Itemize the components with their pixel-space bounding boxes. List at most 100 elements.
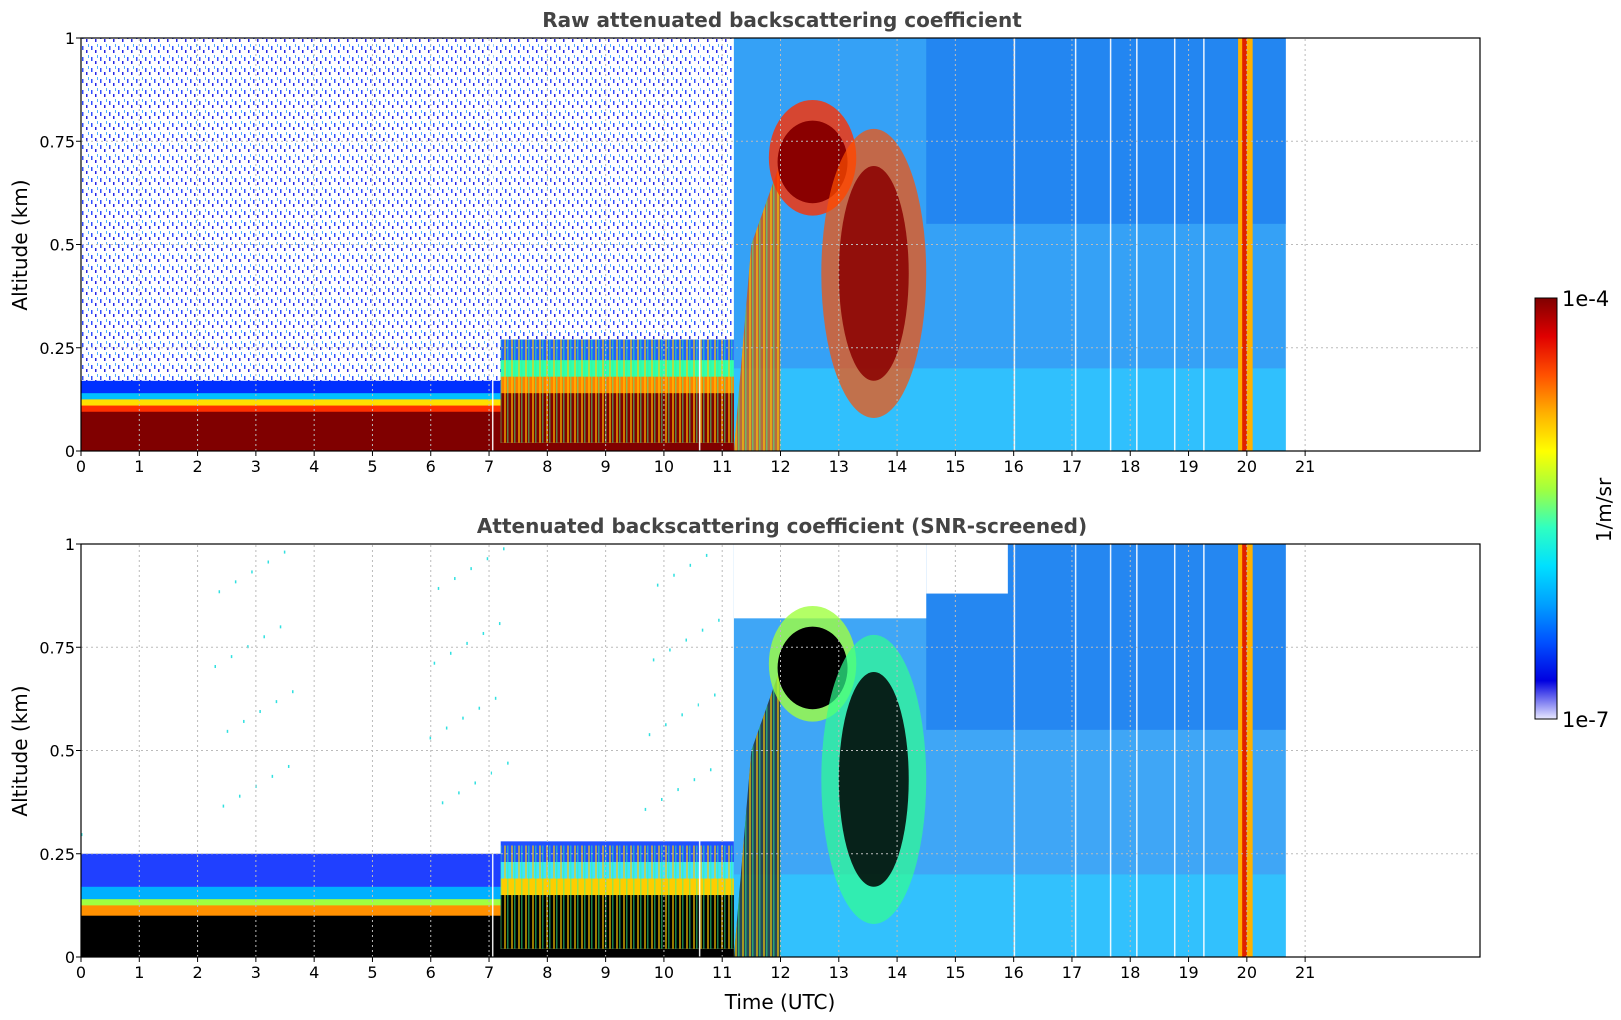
noise-dot bbox=[486, 557, 489, 561]
noise-dot bbox=[267, 560, 270, 564]
noise-dot bbox=[279, 625, 282, 629]
noise-dot bbox=[474, 781, 476, 785]
grid-lines bbox=[80, 37, 1480, 452]
noise-dot bbox=[445, 726, 448, 730]
x-tick-label: 7 bbox=[484, 457, 494, 476]
x-tick-label: 20 bbox=[1237, 457, 1257, 476]
noise-dot bbox=[478, 706, 481, 710]
x-tick-labels: 0 1 2 3 4 5 6 7 8 9 10 11 12 13 14 15 16 17 18 19 20 21 bbox=[76, 451, 1315, 476]
data-gap bbox=[1013, 38, 1016, 451]
x-axis-label: Time (UTC) bbox=[724, 990, 836, 1014]
noise-dot bbox=[449, 651, 452, 655]
colorbar-max-label: 1e-4 bbox=[1562, 287, 1609, 311]
noise-dot bbox=[503, 547, 505, 551]
noise-dot bbox=[234, 580, 237, 584]
noise-dot bbox=[661, 797, 663, 801]
x-tick-label: 11 bbox=[712, 457, 732, 476]
noise-dot bbox=[709, 768, 712, 772]
noise-dot bbox=[263, 635, 265, 639]
noise-dot bbox=[470, 567, 472, 571]
noise-dot bbox=[275, 700, 278, 704]
y-tick-label: 1 bbox=[65, 29, 75, 48]
noise-dot bbox=[685, 638, 687, 642]
x-tick-label: 9 bbox=[601, 963, 611, 982]
x-tick-label: 15 bbox=[945, 457, 965, 476]
noise-dot bbox=[673, 573, 675, 577]
cloud-core bbox=[777, 626, 848, 710]
noise-dot bbox=[292, 690, 294, 694]
y-tick-label: 0.5 bbox=[50, 236, 75, 255]
x-tick-label: 7 bbox=[484, 963, 494, 982]
x-tick-label: 3 bbox=[251, 457, 261, 476]
data-gap bbox=[698, 544, 701, 957]
x-tick-label: 13 bbox=[829, 963, 849, 982]
colorbar-gradient bbox=[1534, 297, 1558, 720]
heatmap-area bbox=[81, 38, 1480, 451]
noise-dot bbox=[665, 723, 667, 727]
noise-dot bbox=[287, 764, 290, 768]
data-gap bbox=[1109, 544, 1112, 957]
x-tick-label: 3 bbox=[251, 963, 261, 982]
noise-dot bbox=[251, 570, 253, 574]
x-tick-label: 13 bbox=[829, 457, 849, 476]
cloud-core bbox=[777, 120, 848, 204]
noise-dot bbox=[222, 804, 225, 808]
snr-screened-panel: Attenuated backscattering coefficient (S… bbox=[8, 514, 1481, 1014]
rain-column-core bbox=[1242, 38, 1247, 451]
x-tick-label: 15 bbox=[945, 963, 965, 982]
x-tick-label: 11 bbox=[712, 963, 732, 982]
data-gap bbox=[1109, 38, 1112, 451]
noise-dot bbox=[247, 645, 249, 649]
transition-streaks bbox=[733, 161, 781, 451]
x-tick-label: 14 bbox=[887, 457, 907, 476]
noise-dot bbox=[271, 774, 274, 778]
noise-dot bbox=[458, 791, 460, 795]
noise-dot bbox=[681, 713, 683, 717]
noise-dot bbox=[238, 794, 241, 798]
lower-background bbox=[733, 874, 1286, 957]
noise-dot bbox=[218, 590, 221, 594]
y-axis-label: Altitude (km) bbox=[8, 179, 32, 310]
x-tick-label: 2 bbox=[192, 457, 202, 476]
x-tick-label: 18 bbox=[1120, 457, 1140, 476]
x-tick-label: 6 bbox=[426, 457, 436, 476]
noise-dot bbox=[429, 736, 432, 740]
x-tick-label: 2 bbox=[192, 963, 202, 982]
screened-gap bbox=[733, 544, 927, 619]
noise-dot bbox=[230, 655, 233, 659]
x-tick-labels: 0 1 2 3 4 5 6 7 8 9 10 11 12 13 14 15 16 17 18 19 20 21 bbox=[76, 957, 1315, 982]
noise-dot bbox=[705, 553, 708, 557]
data-gap bbox=[698, 38, 701, 451]
noise-dot bbox=[482, 631, 485, 635]
x-tick-label: 12 bbox=[770, 963, 790, 982]
x-tick-label: 18 bbox=[1120, 963, 1140, 982]
noise-dot bbox=[714, 693, 716, 697]
y-tick-label: 0.75 bbox=[39, 638, 75, 657]
data-gap bbox=[1173, 544, 1176, 957]
elevated-streaks bbox=[500, 845, 734, 949]
x-tick-label: 9 bbox=[601, 457, 611, 476]
x-tick-label: 21 bbox=[1295, 963, 1315, 982]
y-tick-labels: 0 0.25 0.5 0.75 1 bbox=[39, 535, 81, 967]
noise-dot bbox=[283, 550, 286, 554]
y-tick-label: 0 bbox=[65, 442, 75, 461]
upper-background bbox=[926, 38, 1286, 224]
rain-column-core bbox=[1242, 544, 1247, 957]
data-gap bbox=[1203, 38, 1205, 451]
x-tick-label: 10 bbox=[654, 963, 674, 982]
noise-dot bbox=[693, 778, 696, 782]
panel-title: Attenuated backscattering coefficient (S… bbox=[477, 514, 1087, 538]
data-gap bbox=[1074, 38, 1077, 451]
data-gap bbox=[1074, 544, 1077, 957]
y-tick-label: 0.5 bbox=[50, 742, 75, 761]
noise-dot bbox=[437, 586, 440, 590]
noise-dot bbox=[214, 665, 216, 669]
x-tick-label: 1 bbox=[134, 963, 144, 982]
x-tick-label: 4 bbox=[309, 457, 319, 476]
x-tick-label: 10 bbox=[654, 457, 674, 476]
noise-dot bbox=[677, 788, 679, 792]
elevated-streaks bbox=[500, 339, 734, 443]
noise-dot bbox=[466, 641, 468, 645]
noise-dot bbox=[644, 807, 647, 811]
